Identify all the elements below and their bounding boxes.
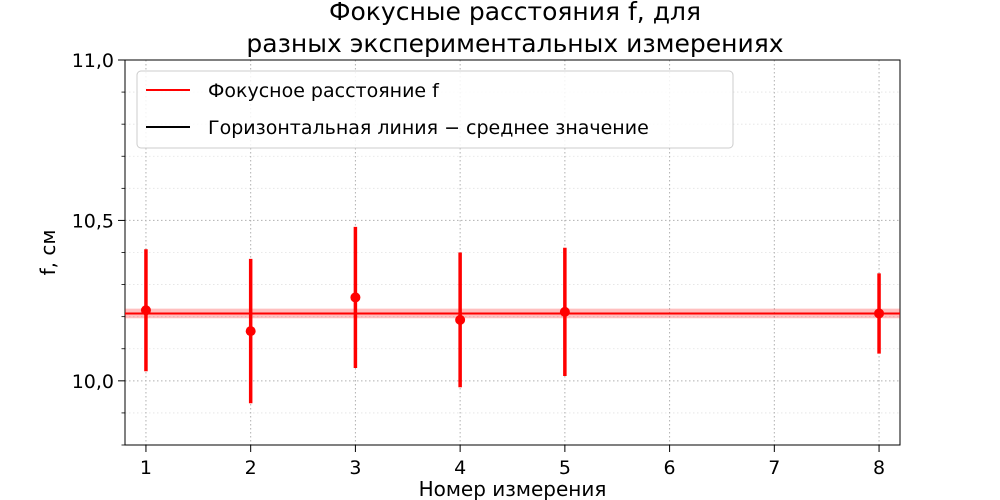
y-tick-label: 10,5: [72, 210, 114, 232]
mean-line-group: [125, 308, 900, 319]
data-point: [455, 314, 466, 325]
chart-title-line-2: разных экспериментальных измерениях: [246, 29, 783, 58]
chart-title-line-1: Фокусные расстояния f, для: [329, 0, 701, 26]
legend: Фокусное расстояние f Горизонтальная лин…: [136, 70, 734, 149]
data-point: [874, 308, 885, 319]
x-tick-label: 5: [559, 457, 571, 479]
x-tick-label: 8: [873, 457, 885, 479]
legend-box: [136, 70, 734, 149]
x-tick-label: 6: [664, 457, 676, 479]
legend-label-focal: Фокусное расстояние f: [208, 80, 440, 102]
y-tick-label: 11,0: [72, 50, 114, 72]
data-points: [140, 226, 885, 404]
axes: 10,0 10,5 11,0 1 2 3 4 5 6 7 8: [72, 50, 885, 479]
data-point: [559, 306, 570, 317]
data-point: [245, 326, 256, 337]
data-point: [140, 305, 151, 316]
x-tick-label: 4: [454, 457, 466, 479]
x-tick-label: 2: [245, 457, 257, 479]
y-axis-label: f, см: [36, 230, 60, 276]
x-tick-label: 1: [140, 457, 152, 479]
data-point: [350, 292, 361, 303]
y-tick-label: 10,0: [72, 371, 114, 393]
legend-label-mean: Горизонтальная линия − среднее значение: [208, 117, 649, 139]
x-tick-label: 7: [768, 457, 780, 479]
x-tick-label: 3: [349, 457, 361, 479]
x-axis-label: Номер измерения: [419, 477, 607, 500]
